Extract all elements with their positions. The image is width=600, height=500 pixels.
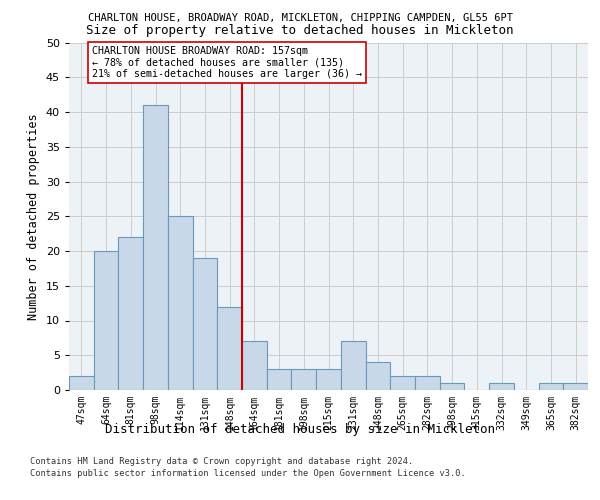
Bar xyxy=(118,237,143,390)
Text: Contains public sector information licensed under the Open Government Licence v3: Contains public sector information licen… xyxy=(30,468,466,477)
Bar xyxy=(292,369,316,390)
Bar xyxy=(168,216,193,390)
Bar xyxy=(489,383,514,390)
Bar xyxy=(440,383,464,390)
Bar xyxy=(217,306,242,390)
Bar xyxy=(415,376,440,390)
Bar xyxy=(69,376,94,390)
Bar xyxy=(193,258,217,390)
Text: CHARLTON HOUSE BROADWAY ROAD: 157sqm
← 78% of detached houses are smaller (135)
: CHARLTON HOUSE BROADWAY ROAD: 157sqm ← 7… xyxy=(92,46,362,79)
Bar xyxy=(539,383,563,390)
Text: CHARLTON HOUSE, BROADWAY ROAD, MICKLETON, CHIPPING CAMPDEN, GL55 6PT: CHARLTON HOUSE, BROADWAY ROAD, MICKLETON… xyxy=(88,12,512,22)
Y-axis label: Number of detached properties: Number of detached properties xyxy=(27,113,40,320)
Text: Contains HM Land Registry data © Crown copyright and database right 2024.: Contains HM Land Registry data © Crown c… xyxy=(30,458,413,466)
Bar xyxy=(242,342,267,390)
Text: Distribution of detached houses by size in Mickleton: Distribution of detached houses by size … xyxy=(105,422,495,436)
Bar xyxy=(390,376,415,390)
Text: Size of property relative to detached houses in Mickleton: Size of property relative to detached ho… xyxy=(86,24,514,37)
Bar xyxy=(365,362,390,390)
Bar xyxy=(316,369,341,390)
Bar xyxy=(563,383,588,390)
Bar xyxy=(267,369,292,390)
Bar xyxy=(341,342,365,390)
Bar xyxy=(94,251,118,390)
Bar xyxy=(143,105,168,390)
